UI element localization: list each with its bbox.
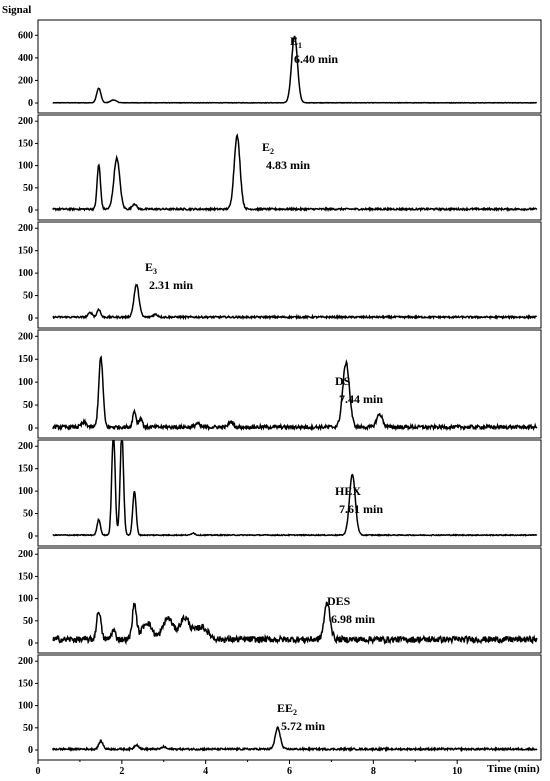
y-tick-label: 50	[23, 723, 33, 734]
peak-label: DS	[335, 374, 351, 388]
y-tick-label: 150	[18, 464, 33, 475]
y-tick-label: 100	[18, 701, 33, 712]
retention-time-label: 2.31 min	[149, 278, 193, 292]
y-tick-label: 50	[23, 183, 33, 194]
series-trace	[52, 726, 538, 753]
retention-time-label: 7.61 min	[339, 502, 383, 516]
y-tick-label: 150	[18, 246, 33, 257]
series-trace	[52, 355, 538, 432]
panel-frame	[37, 19, 542, 114]
y-tick-label: 0	[28, 638, 33, 649]
y-tick-label: 0	[28, 745, 33, 756]
panel-e3: 0 50 100 150 200 E3 2.31 min	[18, 221, 542, 329]
y-tick-label: 100	[18, 268, 33, 279]
panel-ds: 0 50 100 150 200 DS 7.44 min	[18, 329, 542, 439]
peak-label: HEX	[335, 484, 361, 498]
retention-time-label: 5.72 min	[281, 719, 325, 733]
y-tick-label: 100	[18, 486, 33, 497]
retention-time-label: 6.40 min	[294, 52, 338, 66]
y-tick-label: 200	[18, 116, 33, 127]
y-tick-label: 150	[18, 571, 33, 582]
series-trace	[52, 283, 537, 321]
series-trace	[52, 133, 538, 213]
y-tick-label: 150	[18, 354, 33, 365]
peak-label: DES	[327, 594, 351, 608]
x-axis-label: Time (min)	[487, 763, 540, 775]
panel-frame	[37, 329, 542, 439]
retention-time-label: 4.83 min	[266, 158, 310, 172]
panel-ee2: 0 50 100 150 200 EE2 5.72 min	[18, 654, 542, 761]
y-tick-label: 600	[18, 30, 33, 41]
peak-label: E2	[262, 140, 274, 156]
panel-frame	[37, 114, 542, 221]
x-tick-label: 8	[371, 766, 376, 777]
y-tick-label: 200	[18, 223, 33, 234]
series-trace	[52, 440, 538, 537]
y-tick-label: 150	[18, 678, 33, 689]
y-tick-label: 400	[18, 53, 33, 64]
peak-label: E1	[290, 34, 302, 50]
y-tick-label: 50	[23, 616, 33, 627]
x-tick-label: 2	[119, 766, 124, 777]
y-tick-label: 200	[18, 656, 33, 667]
panel-frame	[37, 221, 542, 329]
panels-group: 0 200 400 600 E1 6.40 min 0 50 100 150 200 E2 4.83 m…	[18, 19, 542, 761]
y-tick-label: 200	[18, 441, 33, 452]
y-tick-label: 200	[18, 331, 33, 342]
y-tick-label: 150	[18, 138, 33, 149]
x-tick-label: 10	[452, 766, 462, 777]
peak-label: E3	[145, 260, 157, 276]
series-trace	[52, 601, 538, 646]
y-axis-label: Signal	[2, 4, 31, 16]
y-tick-label: 100	[18, 377, 33, 388]
y-tick-label: 100	[18, 594, 33, 605]
x-tick-label: 6	[287, 766, 292, 777]
x-tick-label: 0	[36, 766, 41, 777]
panel-e1: 0 200 400 600 E1 6.40 min	[18, 19, 542, 114]
y-tick-label: 100	[18, 161, 33, 172]
y-tick-label: 200	[18, 549, 33, 560]
y-tick-label: 50	[23, 400, 33, 411]
y-tick-label: 0	[28, 205, 33, 216]
panel-e2: 0 50 100 150 200 E2 4.83 min	[18, 114, 542, 221]
y-tick-label: 0	[28, 423, 33, 434]
panel-frame	[37, 547, 542, 654]
y-tick-label: 50	[23, 291, 33, 302]
panel-des: 0 50 100 150 200 DES 6.98 min	[18, 547, 542, 654]
panel-hex: 0 50 100 150 200 HEX 7.61 min	[18, 439, 542, 547]
series-trace	[52, 35, 537, 104]
x-axis: 0 2 4 6 8 10	[36, 760, 500, 777]
peak-label: EE2	[277, 701, 297, 717]
retention-time-label: 7.44 min	[339, 392, 383, 406]
retention-time-label: 6.98 min	[331, 612, 375, 626]
x-tick-label: 4	[203, 766, 208, 777]
y-tick-label: 0	[28, 531, 33, 542]
y-tick-label: 200	[18, 75, 33, 86]
y-tick-label: 50	[23, 509, 33, 520]
y-tick-label: 0	[28, 313, 33, 324]
y-tick-label: 0	[28, 98, 33, 109]
panel-frame	[37, 439, 542, 547]
